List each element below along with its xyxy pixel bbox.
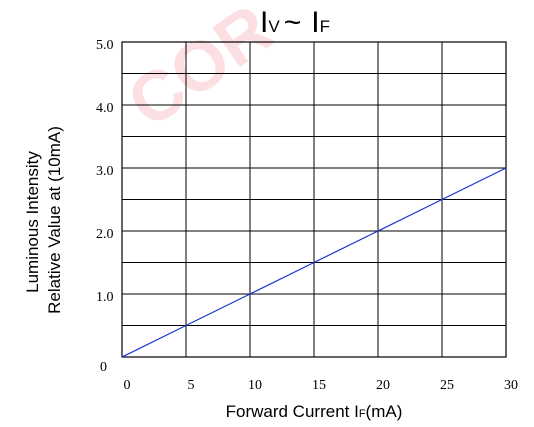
x-tick-label: 30 [504, 378, 518, 393]
x-tick-label: 5 [188, 378, 195, 393]
y-tick-label: 4.0 [96, 101, 114, 116]
y-tick-label: 3.0 [96, 164, 114, 179]
x-tick-labels: 0 5 10 15 20 25 30 [124, 378, 519, 393]
x-axis-title-unit: (mA) [366, 402, 403, 421]
x-tick-label: 15 [312, 378, 326, 393]
y-tick-label: 1.0 [96, 290, 114, 305]
series-layer [121, 167, 507, 358]
x-tick-label: 0 [124, 378, 131, 393]
title-main-right: I [311, 6, 319, 39]
y-axis-title-line2: Relative Value at (10mA) [45, 126, 64, 314]
series-line [121, 167, 507, 358]
y-tick-label: 5.0 [96, 38, 114, 53]
x-tick-label: 25 [440, 378, 454, 393]
y-tick-label: 0 [100, 360, 107, 375]
title-sub-right: F [320, 17, 330, 36]
x-axis-title: Forward Current IF(mA) [226, 402, 403, 421]
title-sub-left: V [268, 17, 280, 36]
chart-title: IV ~ IF [260, 6, 330, 39]
x-axis-title-text: Forward Current I [226, 402, 359, 421]
y-tick-label: 2.0 [96, 227, 114, 242]
y-tick-labels: 0 1.0 2.0 3.0 4.0 5.0 [96, 38, 114, 375]
title-main-left: I [260, 6, 268, 39]
x-axis-title-subscript: F [359, 408, 366, 420]
y-axis-title-line1: Luminous Intensity [23, 151, 42, 293]
x-tick-label: 20 [376, 378, 390, 393]
title-separator: ~ [284, 6, 302, 39]
x-tick-label: 10 [248, 378, 262, 393]
plot-frame [121, 41, 507, 358]
